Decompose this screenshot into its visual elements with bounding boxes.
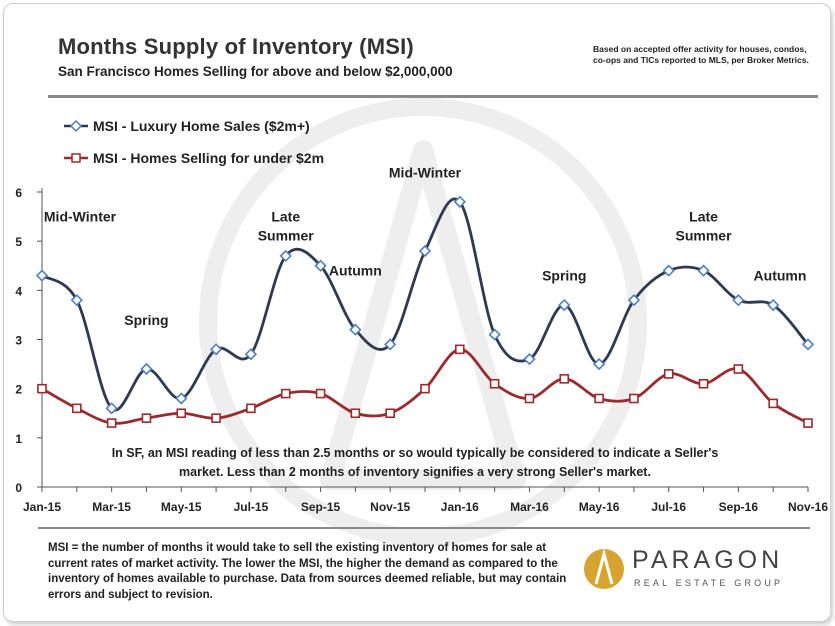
season-annotation: Spring	[124, 312, 168, 328]
x-tick-label: Sep-15	[301, 500, 341, 514]
data-point-luxury	[627, 294, 641, 307]
y-tick-label: 2	[15, 383, 22, 397]
x-tick-label: Jan-16	[441, 500, 479, 514]
data-point-luxury	[418, 244, 432, 258]
paragon-logo-mark	[584, 548, 624, 589]
season-annotation: Mid-Winter	[389, 164, 462, 180]
data-point-luxury	[279, 249, 292, 263]
data-point-under-2m	[37, 383, 47, 394]
x-tick-label: May-16	[579, 500, 620, 514]
data-point-under-2m	[280, 388, 291, 399]
chart-frame	[3, 3, 831, 622]
y-tick-label: 0	[15, 481, 22, 495]
x-tick-label: Mar-15	[92, 500, 131, 514]
season-annotation: Spring	[542, 268, 586, 284]
y-tick-label: 4	[15, 284, 22, 298]
season-annotation: Late Summer	[676, 209, 733, 244]
data-point-under-2m	[385, 408, 395, 419]
data-point-under-2m	[141, 413, 152, 423]
x-tick-label: Jul-16	[651, 500, 686, 514]
msi-definition: MSI = the number of months it would take…	[48, 542, 567, 601]
data-point-luxury	[697, 264, 710, 277]
legend: MSI - Luxury Home Sales ($2m+) MSI - Hom…	[64, 118, 324, 166]
data-point-under-2m	[176, 408, 187, 419]
chart-title: Months Supply of Inventory (MSI)	[58, 34, 414, 59]
data-point-under-2m	[733, 364, 744, 374]
chart-subtitle: San Francisco Homes Selling for above an…	[58, 64, 453, 79]
data-point-luxury	[209, 343, 223, 356]
data-point-luxury	[105, 402, 118, 415]
watermark-logo	[199, 98, 647, 546]
data-point-under-2m	[106, 418, 117, 428]
data-point-under-2m	[489, 378, 500, 389]
data-point-luxury	[488, 328, 501, 341]
data-point-luxury	[592, 357, 606, 371]
data-point-under-2m	[629, 393, 639, 404]
data-point-luxury	[732, 294, 745, 307]
legend-label-luxury: MSI - Luxury Home Sales ($2m+)	[93, 118, 310, 134]
season-annotation: Autumn	[754, 268, 807, 284]
data-point-luxury	[662, 264, 675, 277]
x-tick-label: Mar-16	[510, 500, 549, 514]
data-point-luxury	[523, 353, 536, 366]
logo-name: PARAGON	[632, 546, 784, 574]
y-tick-label: 6	[15, 186, 22, 200]
data-point-luxury	[558, 298, 571, 312]
data-point-under-2m	[524, 393, 535, 404]
data-point-under-2m	[350, 408, 361, 419]
x-tick-label: Nov-15	[370, 500, 410, 514]
data-point-under-2m	[698, 378, 709, 389]
data-point-luxury	[801, 338, 815, 351]
season-annotation: Mid-Winter	[44, 209, 117, 225]
data-point-luxury	[767, 298, 780, 312]
chart-note: In SF, an MSI reading of less than 2.5 m…	[111, 446, 719, 479]
x-tick-label: Sep-16	[719, 500, 759, 514]
data-point-under-2m	[559, 374, 570, 384]
x-tick-label: Nov-16	[788, 500, 828, 514]
season-annotation: Late Summer	[258, 209, 315, 244]
bottom-divider	[38, 527, 810, 529]
data-point-luxury	[384, 338, 397, 351]
data-point-under-2m	[768, 398, 778, 409]
data-point-under-2m	[663, 369, 674, 379]
x-tick-label: Jul-15	[234, 500, 269, 514]
data-point-under-2m	[420, 383, 430, 394]
data-point-under-2m	[246, 403, 256, 414]
data-point-under-2m	[315, 388, 326, 399]
data-point-luxury	[70, 294, 83, 307]
legend-marker-diamond	[69, 119, 83, 133]
y-tick-label: 1	[15, 432, 22, 446]
legend-item-under-2m: MSI - Homes Selling for under $2m	[64, 150, 324, 166]
x-tick-label: May-15	[161, 500, 202, 514]
data-point-luxury	[314, 259, 327, 272]
data-point-under-2m	[211, 413, 221, 423]
data-point-luxury	[175, 392, 188, 405]
logo-tagline: REAL ESTATE GROUP	[634, 578, 784, 588]
source-note: Based on accepted offer activity for hou…	[593, 44, 809, 65]
data-point-luxury	[349, 323, 362, 336]
data-point-luxury	[453, 195, 466, 208]
data-point-under-2m	[72, 403, 82, 414]
data-point-under-2m	[594, 393, 604, 404]
legend-item-luxury: MSI - Luxury Home Sales ($2m+)	[64, 118, 310, 134]
data-point-luxury	[140, 362, 153, 376]
top-divider	[48, 95, 818, 98]
data-point-under-2m	[803, 418, 813, 428]
data-point-luxury	[35, 269, 49, 282]
paragon-logo: PARAGON REAL ESTATE GROUP	[582, 544, 812, 596]
y-tick-label: 3	[15, 334, 22, 348]
y-tick-label: 5	[15, 235, 22, 249]
legend-label-under-2m: MSI - Homes Selling for under $2m	[93, 150, 324, 166]
data-point-under-2m	[455, 344, 465, 355]
legend-marker-square	[71, 153, 81, 163]
x-tick-label: Jan-15	[23, 500, 61, 514]
season-annotation: Autumn	[329, 263, 382, 279]
data-point-luxury	[244, 348, 258, 361]
